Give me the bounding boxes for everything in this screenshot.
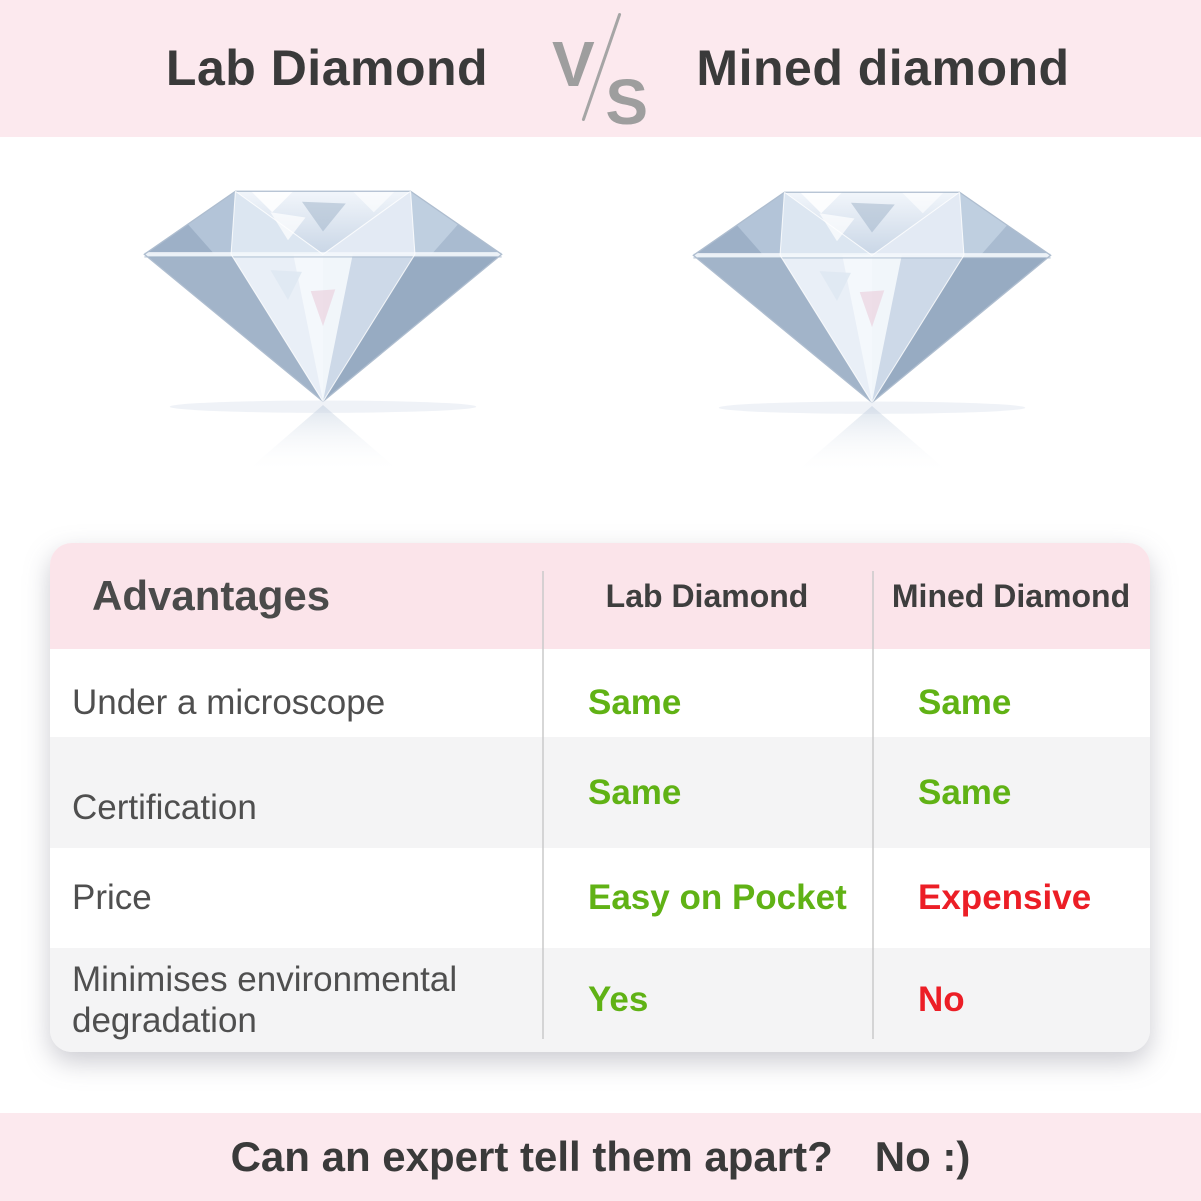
column-header-mined: Mined Diamond [891,577,1131,614]
lab-value: Easy on Pocket [588,878,847,917]
table-row: Certification Same Same [50,737,1150,848]
mined-value: Expensive [918,878,1092,917]
vs-letter-v: V [552,28,595,100]
diamond-image-left [143,190,503,474]
advantages-header: Advantages [92,572,331,619]
row-label: Under a microscope [72,683,386,723]
mined-value: No [918,980,965,1019]
row-label: Minimises environmental degradation [72,959,458,1040]
comparison-card: Advantages Lab Diamond Mined Diamond Und… [50,543,1150,1052]
column-divider-right [872,571,874,1039]
diamond-image-right [692,191,1052,475]
lab-value: Same [588,683,682,722]
lab-value: Same [588,772,682,812]
mined-value: Same [918,772,1012,812]
table-row: Price Easy on Pocket Expensive [50,848,1150,948]
footer-answer: No :) [874,1133,971,1180]
lab-value: Yes [588,980,649,1019]
vs-letter-s: S [605,66,648,138]
mined-diamond-title: Mined diamond [696,40,1070,96]
column-divider-left [542,571,544,1039]
table-header-row: Advantages Lab Diamond Mined Diamond [50,543,1150,649]
row-label: Price [72,878,152,918]
table-row: Under a microscope Same Same [50,649,1150,737]
vs-mark: V S [548,8,652,134]
table-row: Minimises environmental degradation Yes … [50,948,1150,1052]
lab-diamond-title: Lab Diamond [165,40,489,96]
footer-banner: Can an expert tell them apart? No :) [0,1113,1201,1201]
footer-question: Can an expert tell them apart? [230,1133,833,1180]
column-header-lab: Lab Diamond [605,577,809,614]
row-label: Certification [72,787,257,827]
top-banner: Lab Diamond V S Mined diamond [0,0,1201,137]
mined-value: Same [918,683,1012,722]
